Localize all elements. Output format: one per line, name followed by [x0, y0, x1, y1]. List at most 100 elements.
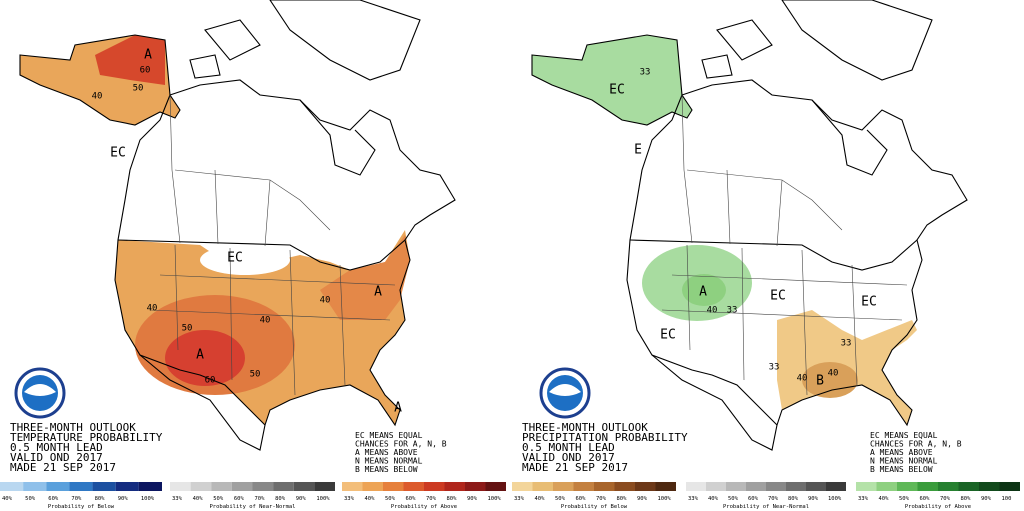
color-swatch [46, 482, 70, 491]
title-line: MADE 21 SEP 2017 [10, 461, 116, 474]
map-label: 33 [841, 339, 852, 349]
swatch-label: 70% [71, 496, 82, 502]
legend-note: B MEANS BELOW [870, 465, 933, 474]
swatch-label: 80% [617, 496, 628, 502]
swatch-label: 100 [1002, 496, 1012, 502]
swatch-label: 40% [365, 496, 376, 502]
map-label: 50 [133, 84, 144, 94]
map-label: EC [861, 295, 877, 310]
title-line: VALID OND 2017 [10, 451, 103, 464]
map-label: A [144, 48, 152, 63]
swatch-label: 40% [2, 496, 13, 502]
color-swatch [444, 482, 465, 491]
title-line: VALID OND 2017 [522, 451, 615, 464]
swatch-label: 70% [596, 496, 607, 502]
color-swatch [314, 482, 335, 491]
title-line: MADE 21 SEP 2017 [522, 461, 628, 474]
colorbar-caption: Probability of Below [561, 504, 628, 510]
temperature-panel [14, 0, 455, 450]
swatch-label: 90% [808, 496, 819, 502]
swatch-label: 33% [172, 496, 183, 502]
color-swatch [746, 482, 766, 491]
swatch-label: 50% [385, 496, 396, 502]
map-label: 40 [320, 296, 331, 306]
swatch-label: 60% [920, 496, 931, 502]
color-swatch [897, 482, 918, 491]
swatch-label: 40% [708, 496, 719, 502]
map-label: 33 [640, 68, 651, 78]
color-swatch [553, 482, 574, 491]
color-swatch [532, 482, 553, 491]
map-label: 50 [250, 370, 261, 380]
swatch-label: 60% [48, 496, 59, 502]
colorbar-caption: Probability of Below [48, 504, 115, 510]
color-swatch [686, 482, 706, 491]
map-label: 50 [182, 324, 193, 334]
color-swatch [69, 482, 93, 491]
legend-note: A MEANS ABOVE [355, 448, 418, 457]
color-swatch [917, 482, 938, 491]
map-label: E [634, 143, 642, 158]
map-label: EC [660, 328, 676, 343]
swatch-label: 40% [193, 496, 204, 502]
swatch-label: 80% [95, 496, 106, 502]
swatch-label: 100% [658, 496, 672, 502]
map-label: 40 [828, 369, 839, 379]
swatch-label: 60% [748, 496, 759, 502]
color-swatch [614, 482, 635, 491]
swatch-label: 33% [514, 496, 525, 502]
map-label: EC [110, 146, 126, 161]
color-swatch [252, 482, 274, 491]
map-label: 40 [707, 306, 718, 316]
color-swatch [342, 482, 363, 491]
color-swatch [655, 482, 676, 491]
swatch-label: 50% [25, 496, 36, 502]
legend-note: N MEANS NORMAL [870, 457, 938, 466]
swatch-label: 80% [788, 496, 799, 502]
color-swatch [594, 482, 615, 491]
color-swatch [23, 482, 47, 491]
map-label: B [816, 374, 824, 389]
color-swatch [706, 482, 726, 491]
swatch-label: 90% [118, 496, 129, 502]
map-label: 33 [769, 363, 780, 373]
map-label: 33 [727, 306, 738, 316]
swatch-label: 90% [637, 496, 648, 502]
legend-note: CHANCES FOR A, N, B [355, 440, 447, 449]
swatch-label: 80% [447, 496, 458, 502]
color-swatch [485, 482, 506, 491]
map-label: 40 [797, 374, 808, 384]
legend-note: A MEANS ABOVE [870, 448, 933, 457]
map-label: 40 [147, 304, 158, 314]
swatch-label: 33% [344, 496, 355, 502]
color-swatch [856, 482, 877, 491]
swatch-label: 80% [961, 496, 972, 502]
colorbar-caption: Probability of Above [905, 504, 971, 510]
swatch-label: 100% [316, 496, 330, 502]
color-swatch [424, 482, 445, 491]
color-swatch [403, 482, 424, 491]
map-label: A [699, 285, 707, 300]
map-label: A [196, 348, 204, 363]
swatch-label: 90% [467, 496, 478, 502]
color-swatch [938, 482, 959, 491]
map-label: EC [609, 83, 625, 98]
color-swatch [231, 482, 253, 491]
color-swatch [876, 482, 897, 491]
color-swatch [115, 482, 139, 491]
swatch-label: 70% [255, 496, 266, 502]
color-swatch [0, 482, 24, 491]
swatch-label: 70% [940, 496, 951, 502]
color-swatch [273, 482, 294, 491]
swatch-label: 90% [981, 496, 992, 502]
swatch-label: 100% [488, 496, 502, 502]
map-label: 60 [205, 376, 216, 386]
colorbar-caption: Probability of Near-Normal [723, 504, 809, 510]
color-swatch [138, 482, 162, 491]
title-line: 0.5 MONTH LEAD [522, 441, 615, 454]
noaa-logo [14, 367, 66, 419]
colorbar-caption: Probability of Near-Normal [209, 504, 295, 510]
map-label: A [394, 401, 402, 416]
title-line: TEMPERATURE PROBABILITY [10, 431, 163, 444]
